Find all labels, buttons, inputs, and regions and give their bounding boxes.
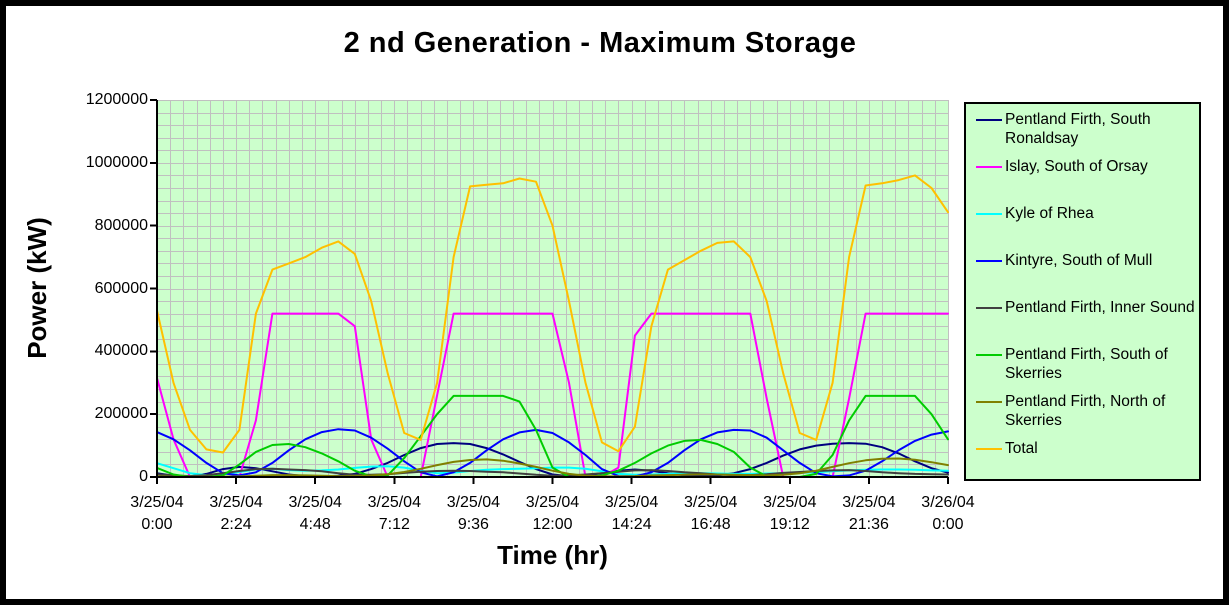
legend-item-label: Pentland Firth, South of Skerries [1005, 346, 1168, 382]
x-tick-time: 0:00 [932, 516, 964, 533]
legend-item-label: Kyle of Rhea [1005, 205, 1094, 222]
plot-area [150, 99, 949, 484]
legend-item-label: Kintyre, South of Mull [1005, 252, 1153, 269]
legend-swatch [976, 260, 1002, 262]
x-tick-label: 3/25/04 19:12 [745, 492, 835, 536]
legend-swatch [976, 166, 1002, 168]
legend-swatch [976, 354, 1002, 356]
x-tick-time: 0:00 [141, 516, 173, 533]
x-tick-date: 3/25/04 [604, 494, 659, 511]
legend-item-label: Islay, South of Orsay [1005, 158, 1148, 175]
x-tick-time: 16:48 [690, 516, 731, 533]
x-tick-time: 14:24 [611, 516, 652, 533]
x-tick-date: 3/25/04 [683, 494, 738, 511]
x-tick-time: 12:00 [532, 516, 573, 533]
legend-item-label: Pentland Firth, South Ronaldsay [1005, 111, 1151, 147]
x-tick-date: 3/25/04 [288, 494, 342, 511]
y-tick-label: 400000 [94, 342, 148, 360]
x-tick-label: 3/25/04 12:00 [508, 492, 598, 536]
series-line-pentland-firth-south-of-skerries [156, 394, 949, 478]
x-tick-time: 9:36 [457, 516, 489, 533]
x-tick-date: 3/25/04 [367, 494, 421, 511]
tick-marks [150, 99, 949, 484]
x-tick-date: 3/25/04 [842, 494, 896, 511]
legend-item-label: Total [1005, 440, 1038, 457]
legend-item: Total [976, 439, 1197, 479]
legend-item: Kintyre, South of Mull [976, 251, 1197, 298]
y-tick-label: 1000000 [85, 153, 148, 171]
x-tick-label: 3/26/04 0:00 [903, 492, 993, 536]
x-tick-date: 3/25/04 [130, 494, 184, 511]
legend-swatch [976, 213, 1002, 215]
legend-item-label: Pentland Firth, North of Skerries [1005, 393, 1166, 429]
x-tick-time: 4:48 [299, 516, 331, 533]
x-tick-date: 3/25/04 [763, 494, 817, 511]
legend-swatch [976, 448, 1002, 450]
series-line-total [156, 174, 949, 454]
x-axis-tick-labels: 3/25/04 0:00 3/25/04 2:24 3/25/04 4:48 3/25/04… [130, 492, 974, 538]
x-tick-label: 3/25/04 9:36 [428, 492, 518, 536]
legend-item: Pentland Firth, South Ronaldsay [976, 110, 1197, 157]
x-tick-time: 2:24 [220, 516, 252, 533]
legend: Pentland Firth, South Ronaldsay Islay, So… [964, 102, 1201, 481]
legend-swatch [976, 119, 1002, 121]
y-tick-label: 1200000 [85, 91, 148, 108]
x-tick-date: 3/25/04 [209, 494, 263, 511]
x-tick-time: 7:12 [378, 516, 410, 533]
x-axis-title: Time (hr) [497, 540, 608, 570]
y-tick-label: 600000 [94, 279, 148, 297]
x-tick-label: 3/25/04 0:00 [112, 492, 202, 536]
chart-title: 2 nd Generation - Maximum Storage [343, 27, 857, 59]
x-tick-label: 3/25/04 2:24 [191, 492, 281, 536]
y-tick-label: 800000 [94, 216, 148, 234]
series-line-pentland-firth-north-of-skerries [156, 457, 949, 478]
x-tick-date: 3/26/04 [921, 494, 975, 511]
y-axis-tick-labels: 0 200000 400000 600000 800000 1000000 1200000 [56, 91, 148, 485]
legend-item: Pentland Firth, North of Skerries [976, 392, 1197, 439]
y-axis-title: Power (kW) [22, 217, 52, 359]
legend-item: Islay, South of Orsay [976, 157, 1197, 204]
legend-item: Pentland Firth, South of Skerries [976, 345, 1197, 392]
legend-swatch [976, 307, 1002, 309]
y-tick-label: 200000 [94, 405, 148, 423]
x-tick-time: 19:12 [769, 516, 810, 533]
y-tick-label: 0 [139, 468, 148, 485]
x-tick-label: 3/25/04 7:12 [349, 492, 439, 536]
legend-item-label: Pentland Firth, Inner Sound [1005, 299, 1195, 316]
legend-item: Pentland Firth, Inner Sound [976, 298, 1197, 345]
x-tick-label: 3/25/04 4:48 [270, 492, 360, 536]
legend-swatch [976, 401, 1002, 403]
x-tick-label: 3/25/04 16:48 [666, 492, 756, 536]
x-tick-label: 3/25/04 14:24 [587, 492, 677, 536]
x-tick-date: 3/25/04 [525, 494, 580, 511]
legend-item: Kyle of Rhea [976, 204, 1197, 251]
x-tick-date: 3/25/04 [446, 494, 501, 511]
plot-svg [150, 99, 949, 484]
x-tick-time: 21:36 [848, 516, 889, 533]
x-tick-label: 3/25/04 21:36 [824, 492, 914, 536]
